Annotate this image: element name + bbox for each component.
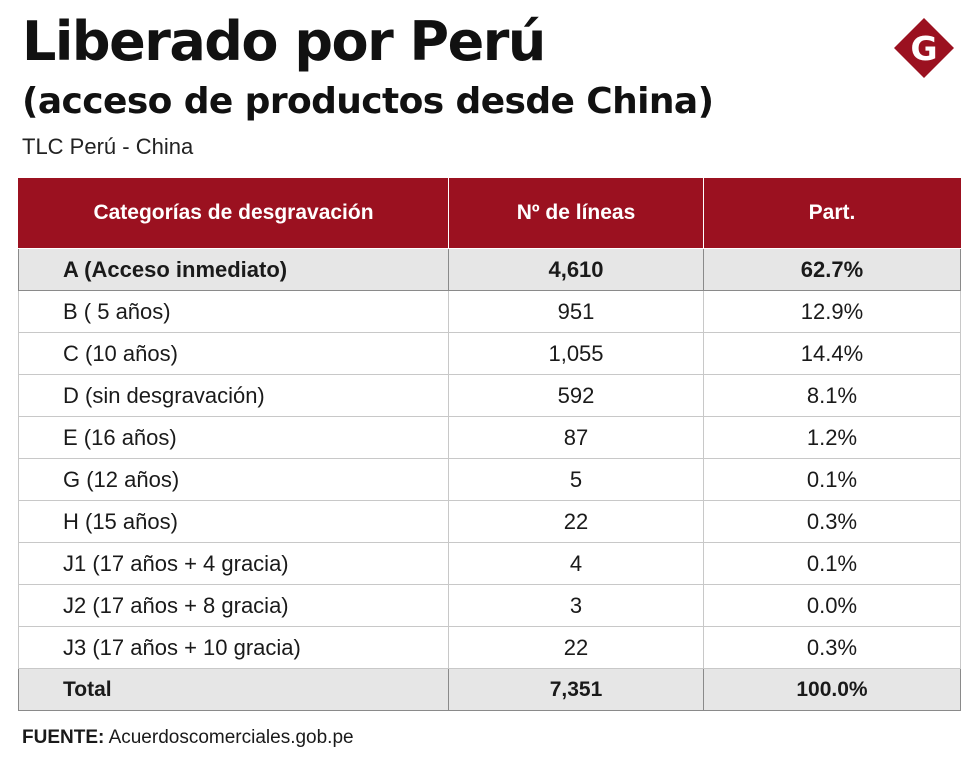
row-part: 0.1% (703, 542, 961, 585)
row-part: 0.3% (703, 500, 961, 543)
row-category: D (sin desgravación) (18, 374, 449, 417)
row-lines: 4,610 (448, 248, 704, 291)
row-lines: 3 (448, 584, 704, 627)
row-lines: 1,055 (448, 332, 704, 375)
total-label: Total (18, 668, 449, 711)
source-note: FUENTE: Acuerdoscomerciales.gob.pe (22, 724, 354, 752)
total-lines: 7,351 (448, 668, 704, 711)
total-part: 100.0% (703, 668, 961, 711)
row-part: 8.1% (703, 374, 961, 417)
table-total-row: Total 7,351 100.0% (18, 668, 961, 711)
column-header-lines: Nº de líneas (448, 178, 704, 249)
desgravacion-table: Categorías de desgravación Nº de líneas … (18, 178, 961, 711)
logo-letter: G (910, 29, 937, 68)
row-part: 0.0% (703, 584, 961, 627)
row-category: A (Acceso inmediato) (18, 248, 449, 291)
row-lines: 4 (448, 542, 704, 585)
gestion-logo: G (892, 16, 956, 80)
row-part: 0.3% (703, 626, 961, 669)
table-row: B ( 5 años) 951 12.9% (18, 290, 961, 333)
row-lines: 22 (448, 500, 704, 543)
row-category: G (12 años) (18, 458, 449, 501)
row-part: 14.4% (703, 332, 961, 375)
table-row: J3 (17 años + 10 gracia) 22 0.3% (18, 626, 961, 669)
row-category: H (15 años) (18, 500, 449, 543)
source-text: Acuerdoscomerciales.gob.pe (108, 727, 354, 748)
column-header-part: Part. (703, 178, 961, 249)
table-row: D (sin desgravación) 592 8.1% (18, 374, 961, 417)
row-lines: 592 (448, 374, 704, 417)
row-category: B ( 5 años) (18, 290, 449, 333)
logo-diamond-icon: G (894, 18, 954, 78)
row-lines: 87 (448, 416, 704, 459)
table-row: J1 (17 años + 4 gracia) 4 0.1% (18, 542, 961, 585)
row-category: J3 (17 años + 10 gracia) (18, 626, 449, 669)
row-category: J1 (17 años + 4 gracia) (18, 542, 449, 585)
column-header-category: Categorías de desgravación (18, 178, 449, 249)
row-category: E (16 años) (18, 416, 449, 459)
row-part: 62.7% (703, 248, 961, 291)
table-row: E (16 años) 87 1.2% (18, 416, 961, 459)
table-header-row: Categorías de desgravación Nº de líneas … (18, 178, 961, 249)
table-row: J2 (17 años + 8 gracia) 3 0.0% (18, 584, 961, 627)
row-part: 0.1% (703, 458, 961, 501)
row-category: C (10 años) (18, 332, 449, 375)
row-part: 12.9% (703, 290, 961, 333)
page-title: Liberado por Perú (22, 10, 546, 73)
row-part: 1.2% (703, 416, 961, 459)
table-row: C (10 años) 1,055 14.4% (18, 332, 961, 375)
row-lines: 951 (448, 290, 704, 333)
page-subtitle: (acceso de productos desde China) (22, 81, 714, 122)
table-row-highlighted: A (Acceso inmediato) 4,610 62.7% (18, 248, 961, 291)
row-lines: 22 (448, 626, 704, 669)
row-category: J2 (17 años + 8 gracia) (18, 584, 449, 627)
table-row: G (12 años) 5 0.1% (18, 458, 961, 501)
kicker-label: TLC Perú - China (22, 134, 194, 159)
source-label: FUENTE: (22, 727, 105, 748)
data-table-container: Categorías de desgravación Nº de líneas … (18, 178, 961, 711)
table-row: H (15 años) 22 0.3% (18, 500, 961, 543)
row-lines: 5 (448, 458, 704, 501)
